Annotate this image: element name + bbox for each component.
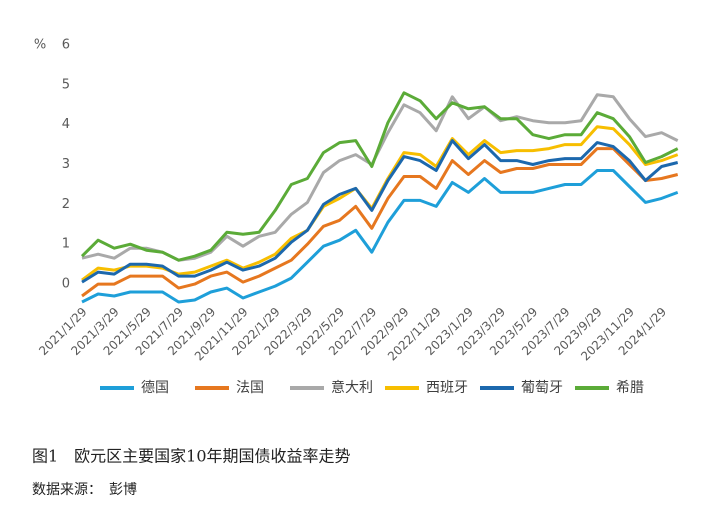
y-tick-label: 2 [62, 197, 70, 212]
legend-label: 德国 [141, 380, 169, 396]
legend-label: 西班牙 [426, 380, 468, 396]
y-axis-label: % [34, 38, 46, 53]
y-tick-label: 6 [62, 38, 70, 53]
series-line [81, 169, 679, 304]
legend-label: 意大利 [331, 379, 373, 396]
legend-label: 法国 [236, 380, 264, 396]
series-line [81, 139, 679, 284]
legend-label: 葡萄牙 [521, 380, 563, 396]
caption: 图1 欧元区主要国家10年期国债收益率走势 [32, 447, 351, 466]
series-line [80, 91, 679, 262]
source: 数据来源： 彭博 [32, 481, 137, 498]
y-tick-label: 0 [62, 277, 70, 292]
y-tick-label: 4 [62, 117, 70, 132]
series-line [81, 147, 679, 298]
y-tick-label: 5 [62, 77, 70, 92]
legend-label: 希腊 [616, 380, 644, 396]
y-tick-label: 3 [62, 157, 70, 172]
y-tick-label: 1 [62, 237, 70, 252]
